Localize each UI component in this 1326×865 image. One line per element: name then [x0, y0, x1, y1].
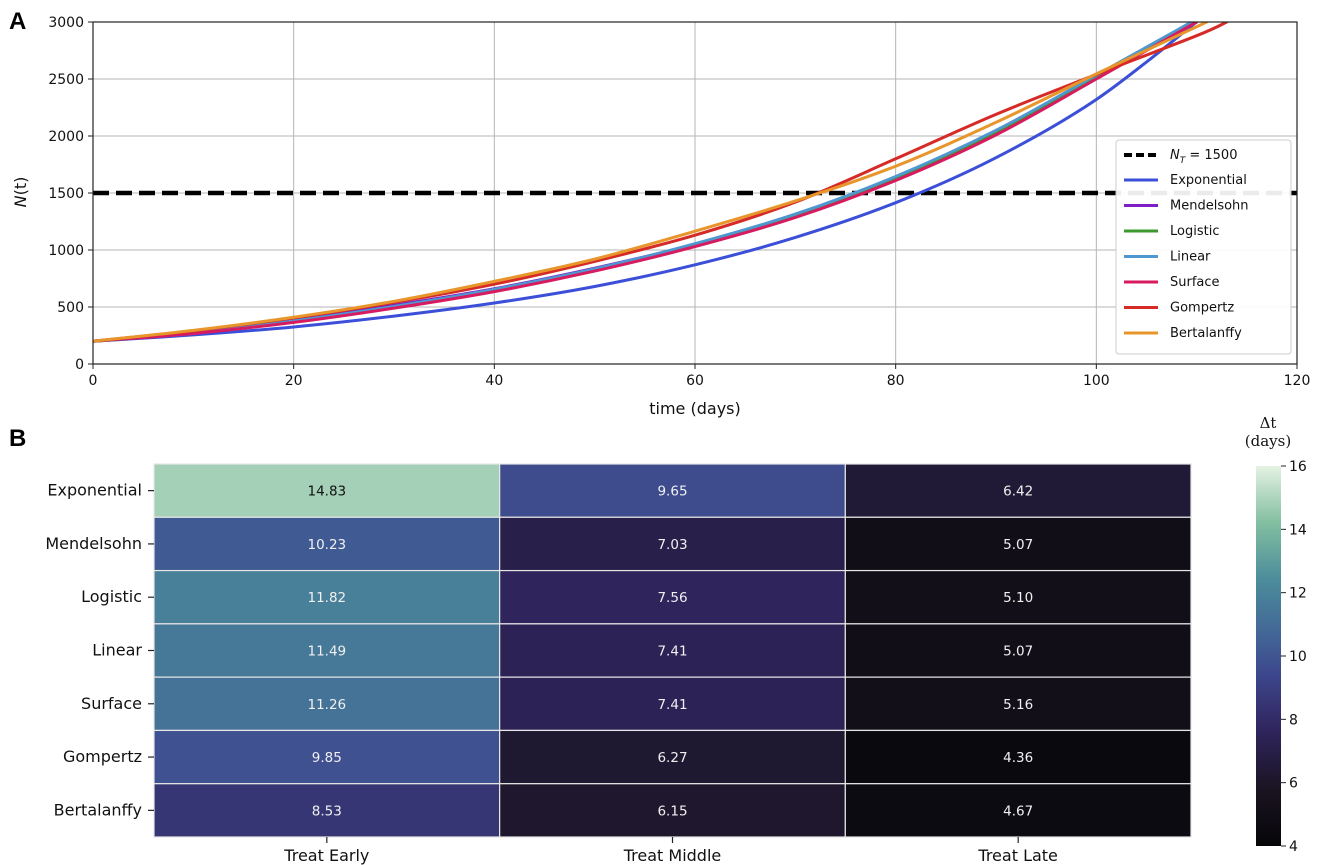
heatmap-cell [499, 569, 846, 625]
series-line-logistic [93, 22, 1194, 343]
heatmap-column-labels: Treat Early Treat Middle Treat Late [283, 837, 1058, 865]
panel-b-label: B [9, 425, 26, 452]
heatmap-cell [153, 516, 501, 572]
heatmap-cell [844, 516, 1192, 572]
legend-label-surface: Surface [1170, 275, 1220, 290]
colorbar-label-symbol: Δt [1260, 414, 1277, 432]
line-chart-y-ticks: 0 500 1000 1500 2000 2500 3000 [48, 15, 93, 373]
heatmap-cell-value: 5.07 [1003, 644, 1033, 660]
legend-label-gompertz: Gompertz [1170, 301, 1234, 316]
line-chart-series [93, 22, 1229, 343]
heatmap-cell-value: 5.10 [1003, 590, 1033, 606]
heatmap-cell-value: 4.67 [1003, 803, 1033, 819]
heatmap-cell-value: 9.85 [312, 750, 342, 766]
heatmap-cell [844, 463, 1192, 518]
heatmap-cell-value: 6.27 [657, 750, 687, 766]
colorbar-tick-label: 10 [1289, 649, 1307, 665]
heatmap-row-label: Bertalanffy [54, 800, 142, 819]
x-tick-label: 80 [887, 373, 905, 389]
colorbar [1256, 466, 1281, 846]
x-tick-label: 0 [89, 373, 98, 389]
heatmap-cell [499, 463, 846, 518]
heatmap-cells: 14.83 9.65 6.42 10.23 7.03 5.07 11.82 7.56 5.10 1… [153, 463, 1192, 838]
series-line-mendelsohn [93, 22, 1199, 343]
colorbar-label-units: (days) [1245, 432, 1291, 450]
y-tick-label: 1000 [48, 243, 84, 259]
legend-box [1115, 139, 1292, 355]
x-tick-label: 100 [1083, 373, 1110, 389]
x-axis-label: time (days) [649, 399, 740, 418]
x-tick-label: 20 [285, 373, 303, 389]
heatmap-cell [844, 676, 1192, 732]
y-axis-label: N(t) [11, 177, 30, 208]
heatmap-row-labels: Exponential Mendelsohn Logistic Linear Surfa… [45, 481, 154, 819]
y-tick-label: 2000 [48, 129, 84, 145]
series-line-exponential [93, 22, 1199, 343]
heatmap-row-label: Exponential [47, 481, 142, 500]
heatmap-cell [844, 783, 1192, 838]
heatmap-cell [844, 729, 1192, 785]
line-chart-x-ticks: 0 20 40 60 80 100 120 [89, 364, 1311, 389]
heatmap-cell [844, 569, 1192, 625]
heatmap-cell-value: 11.82 [308, 590, 347, 606]
heatmap-row-label: Surface [81, 694, 142, 713]
heatmap-row-label: Logistic [81, 587, 142, 606]
legend-label-bertalanffy: Bertalanffy [1170, 326, 1242, 341]
legend-threshold-label: NT = 1500 [1170, 148, 1237, 166]
y-tick-label: 500 [57, 300, 84, 316]
series-line-surface [93, 22, 1199, 343]
heatmap-cell-value: 6.15 [657, 803, 687, 819]
heatmap-row-label: Mendelsohn [45, 534, 142, 553]
y-tick-label: 0 [75, 357, 84, 373]
heatmap-cell-value: 7.56 [657, 590, 687, 606]
y-tick-label: 3000 [48, 15, 84, 31]
heatmap-cell-value: 8.53 [312, 803, 342, 819]
heatmap-cell-value: 5.07 [1003, 537, 1033, 553]
colorbar-tick-label: 16 [1289, 459, 1307, 475]
heatmap-cell [153, 676, 501, 732]
heatmap-cell-value: 4.36 [1003, 750, 1033, 766]
heatmap-cell-value: 7.41 [657, 697, 687, 713]
y-tick-label: 1500 [48, 186, 84, 202]
heatmap-cell [844, 623, 1192, 678]
y-tick-label: 2500 [48, 72, 84, 88]
legend: NT = 1500 Exponential Mendelsohn Logistic L… [1115, 139, 1292, 355]
heatmap-cell-value: 5.16 [1003, 697, 1033, 713]
heatmap-cell [153, 623, 501, 678]
heatmap-cell-value: 14.83 [308, 484, 347, 500]
colorbar-ticks: 4 6 8 10 12 14 16 [1281, 459, 1307, 855]
heatmap-cell [153, 783, 501, 838]
heatmap-column-label: Treat Middle [623, 846, 722, 865]
series-line-bertalanffy [93, 22, 1209, 343]
heatmap-cell-value: 7.41 [657, 644, 687, 660]
legend-label-linear: Linear [1170, 250, 1211, 265]
heatmap-cell [499, 729, 846, 785]
heatmap-cell-value: 7.03 [657, 537, 687, 553]
colorbar-tick-label: 4 [1289, 839, 1298, 855]
colorbar-tick-label: 6 [1289, 776, 1298, 792]
panel-a-label: A [9, 8, 26, 35]
heatmap-column-label: Treat Early [283, 846, 369, 865]
heatmap-cell-value: 11.26 [308, 697, 347, 713]
colorbar-tick-label: 14 [1289, 522, 1307, 538]
legend-label-logistic: Logistic [1170, 224, 1219, 239]
series-line-linear [93, 22, 1194, 343]
heatmap-cell-value: 10.23 [308, 537, 347, 553]
heatmap-cell-value: 11.49 [308, 644, 347, 660]
colorbar-tick-label: 8 [1289, 712, 1298, 728]
heatmap-column-label: Treat Late [977, 846, 1058, 865]
heatmap-cell-value: 9.65 [657, 484, 687, 500]
legend-label-exponential: Exponential [1170, 173, 1247, 188]
colorbar-tick-label: 12 [1289, 586, 1307, 602]
x-tick-label: 120 [1284, 373, 1311, 389]
x-tick-label: 40 [485, 373, 503, 389]
x-tick-label: 60 [686, 373, 704, 389]
series-line-gompertz [93, 22, 1229, 343]
heatmap-row-label: Gompertz [63, 747, 142, 766]
heatmap-cell-value: 6.42 [1003, 484, 1033, 500]
heatmap-row-label: Linear [92, 641, 142, 660]
heatmap-cell [499, 623, 846, 678]
legend-label-mendelsohn: Mendelsohn [1170, 199, 1249, 214]
